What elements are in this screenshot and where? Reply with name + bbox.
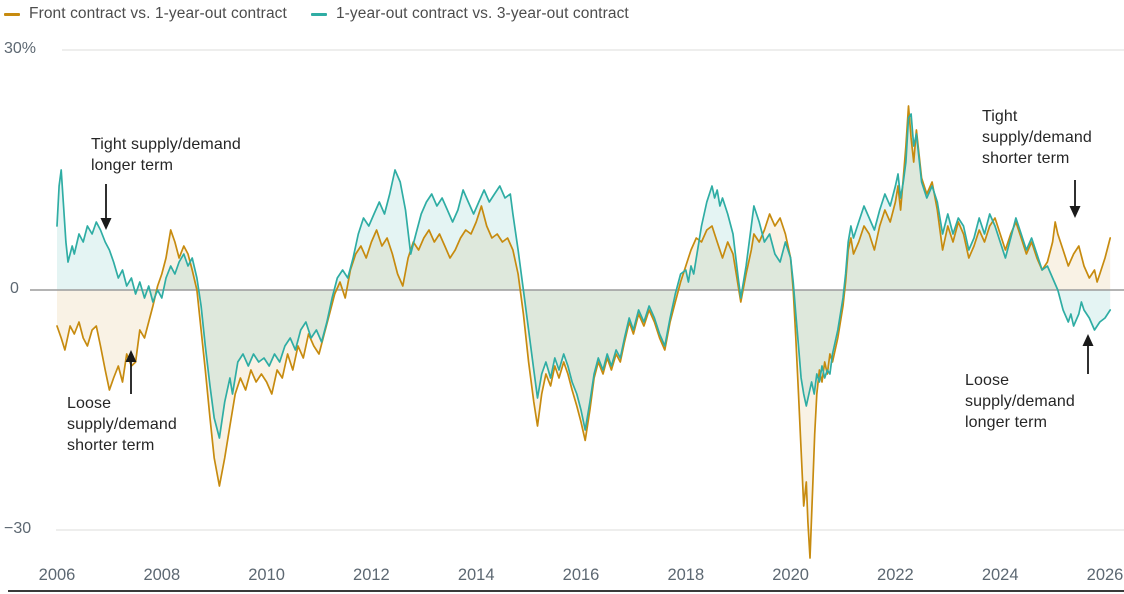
x-axis-tick-label: 2020	[772, 566, 809, 584]
annotation-tight-supply-longer-term: Tight supply/demand longer term	[91, 136, 241, 174]
x-axis-tick-label: 2010	[248, 566, 285, 584]
legend-label: Front contract vs. 1-year-out contract	[29, 5, 287, 22]
annotation-tight-supply-shorter-term: Tight supply/demand shorter term	[982, 108, 1092, 167]
x-axis-labels: 2006 2008 2010 2012 2014 2016 2018 2020 2022 2024…	[0, 566, 1124, 588]
down-arrow-icon	[1069, 180, 1081, 223]
x-axis-line	[8, 590, 1124, 592]
x-axis-tick-label: 2006	[38, 566, 76, 584]
series-line-1	[56, 113, 1112, 439]
x-axis-tick-label: 2016	[562, 566, 600, 584]
x-axis-tick-label: 2012	[353, 566, 390, 584]
y-axis-tick-label: 30%	[4, 40, 37, 57]
teal-line-swatch-icon	[310, 12, 327, 16]
annotation-loose-supply-longer-term: Loose supply/demand longer term	[965, 372, 1075, 431]
legend-item-1yr-vs-3yr: 1-year-out contract vs. 3-year-out contr…	[310, 5, 629, 23]
series-area-1	[57, 114, 1111, 438]
y-axis-tick-label: 0	[10, 280, 19, 297]
down-arrow-icon	[100, 184, 112, 235]
x-axis-tick-label: 2018	[667, 566, 705, 584]
up-arrow-icon	[125, 350, 137, 399]
x-axis-tick-label: 2024	[981, 566, 1019, 584]
chart-legend: Front contract vs. 1-year-out contract 1…	[4, 5, 629, 23]
x-axis-tick-label: 2022	[877, 566, 914, 584]
x-axis-tick-label: 2026	[1086, 566, 1124, 584]
x-axis-tick-label: 2014	[457, 566, 495, 584]
up-arrow-icon	[1082, 334, 1094, 379]
y-axis-tick-label: −30	[4, 520, 32, 537]
annotation-loose-supply-shorter-term: Loose supply/demand shorter term	[67, 395, 177, 454]
orange-line-swatch-icon	[4, 12, 20, 16]
legend-label: 1-year-out contract vs. 3-year-out contr…	[335, 5, 629, 22]
legend-item-front-vs-1yr: Front contract vs. 1-year-out contract	[4, 5, 287, 23]
series-area-0	[57, 106, 1111, 558]
x-axis-tick-label: 2008	[143, 566, 181, 584]
